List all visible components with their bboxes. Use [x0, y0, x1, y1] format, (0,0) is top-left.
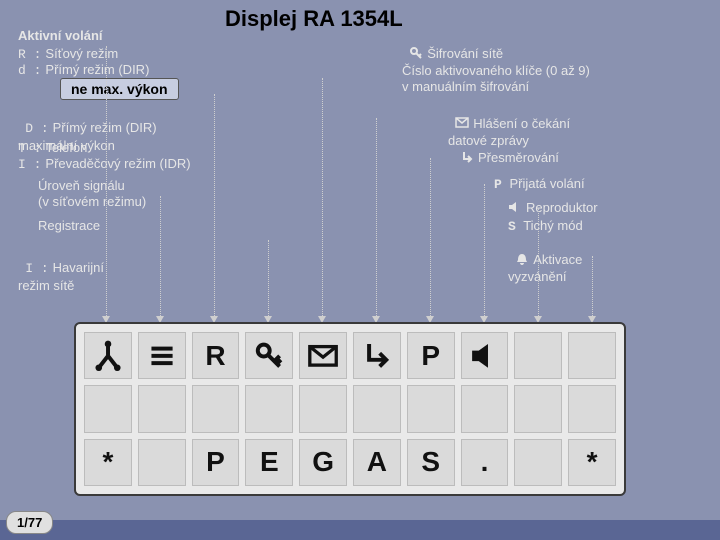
display-cell	[461, 332, 509, 379]
display-cell: S	[407, 439, 455, 486]
display-cell	[138, 439, 186, 486]
callout-active-call: Aktivní volání	[18, 28, 103, 44]
redirect-icon	[361, 340, 393, 372]
callout-code: I :	[25, 261, 48, 276]
footer-bar	[0, 520, 720, 540]
display-cell: *	[84, 439, 132, 486]
envelope-icon	[307, 340, 339, 372]
display-cell: P	[407, 332, 455, 379]
key-icon	[409, 46, 423, 60]
display-cell	[245, 332, 293, 379]
display-cell	[84, 385, 132, 432]
display-cell: .	[461, 439, 509, 486]
speaker-icon	[468, 340, 500, 372]
callout-silent: S Tichý mód	[508, 218, 583, 235]
key-icon	[253, 340, 285, 372]
callout-text: Šifrování sítě Číslo aktivovaného klíče …	[402, 46, 590, 94]
display-panel: RP*PEGAS.*	[74, 322, 626, 496]
callout-text: Síťový režim	[45, 46, 118, 61]
fork-icon	[92, 340, 124, 372]
display-cell	[138, 385, 186, 432]
display-cell	[514, 332, 562, 379]
callout-text: Převaděčový režim (IDR)	[45, 156, 190, 171]
callout-code: R :	[18, 47, 41, 62]
callout-code: d :	[18, 63, 41, 78]
callout-text: Reproduktor	[526, 200, 598, 215]
display-cell: G	[299, 439, 347, 486]
bell-icon	[515, 252, 529, 266]
display-cell	[192, 385, 240, 432]
callout-idr: I : Převaděčový režim (IDR)	[18, 156, 191, 173]
display-cell	[514, 385, 562, 432]
display-grid: RP*PEGAS.*	[84, 332, 616, 486]
display-cell	[461, 385, 509, 432]
callout-code: P	[494, 177, 502, 192]
callout-text: Telefon	[45, 140, 87, 155]
display-cell: E	[245, 439, 293, 486]
display-cell	[84, 332, 132, 379]
callout-text: Tichý mód	[523, 218, 582, 233]
callout-speaker: Reproduktor	[508, 200, 598, 216]
callout-received-calls: P Přijatá volání	[494, 176, 585, 193]
display-cell	[245, 385, 293, 432]
display-cell	[407, 385, 455, 432]
callout-telefon: T : Telefon	[18, 140, 87, 157]
page-counter: 1/77	[6, 511, 53, 534]
display-cell	[353, 385, 401, 432]
display-cell	[514, 439, 562, 486]
display-cell	[353, 332, 401, 379]
display-cell	[568, 385, 616, 432]
callout-text: Přesměrování	[478, 150, 559, 165]
callout-emergency: I :Havarijní režim sítě	[18, 244, 104, 294]
callout-encryption: Šifrování sítě Číslo aktivovaného klíče …	[402, 30, 590, 95]
page-title: Displej RA 1354L	[225, 6, 403, 32]
display-cell: A	[353, 439, 401, 486]
callout-ringing: Aktivace vyzvánění	[508, 236, 582, 285]
speaker-icon	[508, 201, 522, 213]
callout-code: D :	[25, 121, 48, 136]
callout-code: S	[508, 219, 516, 234]
display-cell	[138, 332, 186, 379]
callout-signal-level: Úroveň signálu (v síťovém režimu)	[38, 178, 146, 211]
callout-box-ne-max: ne max. výkon	[60, 78, 179, 100]
display-cell	[568, 332, 616, 379]
callout-network-mode: R : Síťový režim	[18, 46, 118, 63]
callout-text: Přímý režim (DIR)	[45, 62, 149, 77]
callout-registration: Registrace	[38, 218, 100, 234]
display-cell	[299, 332, 347, 379]
bars-icon	[146, 340, 178, 372]
display-cell: P	[192, 439, 240, 486]
callout-data-msg: Hlášení o čekání datové zprávy	[448, 100, 570, 149]
callout-redirect: Přesměrování	[460, 150, 559, 166]
callout-code: I :	[18, 157, 41, 172]
callout-direct-mode: d : Přímý režim (DIR)	[18, 62, 149, 79]
redirect-icon	[460, 150, 474, 164]
callout-text: Přijatá volání	[509, 176, 584, 191]
display-cell	[299, 385, 347, 432]
display-cell: R	[192, 332, 240, 379]
envelope-icon	[455, 117, 469, 129]
callout-code: T :	[18, 141, 41, 156]
display-cell: *	[568, 439, 616, 486]
